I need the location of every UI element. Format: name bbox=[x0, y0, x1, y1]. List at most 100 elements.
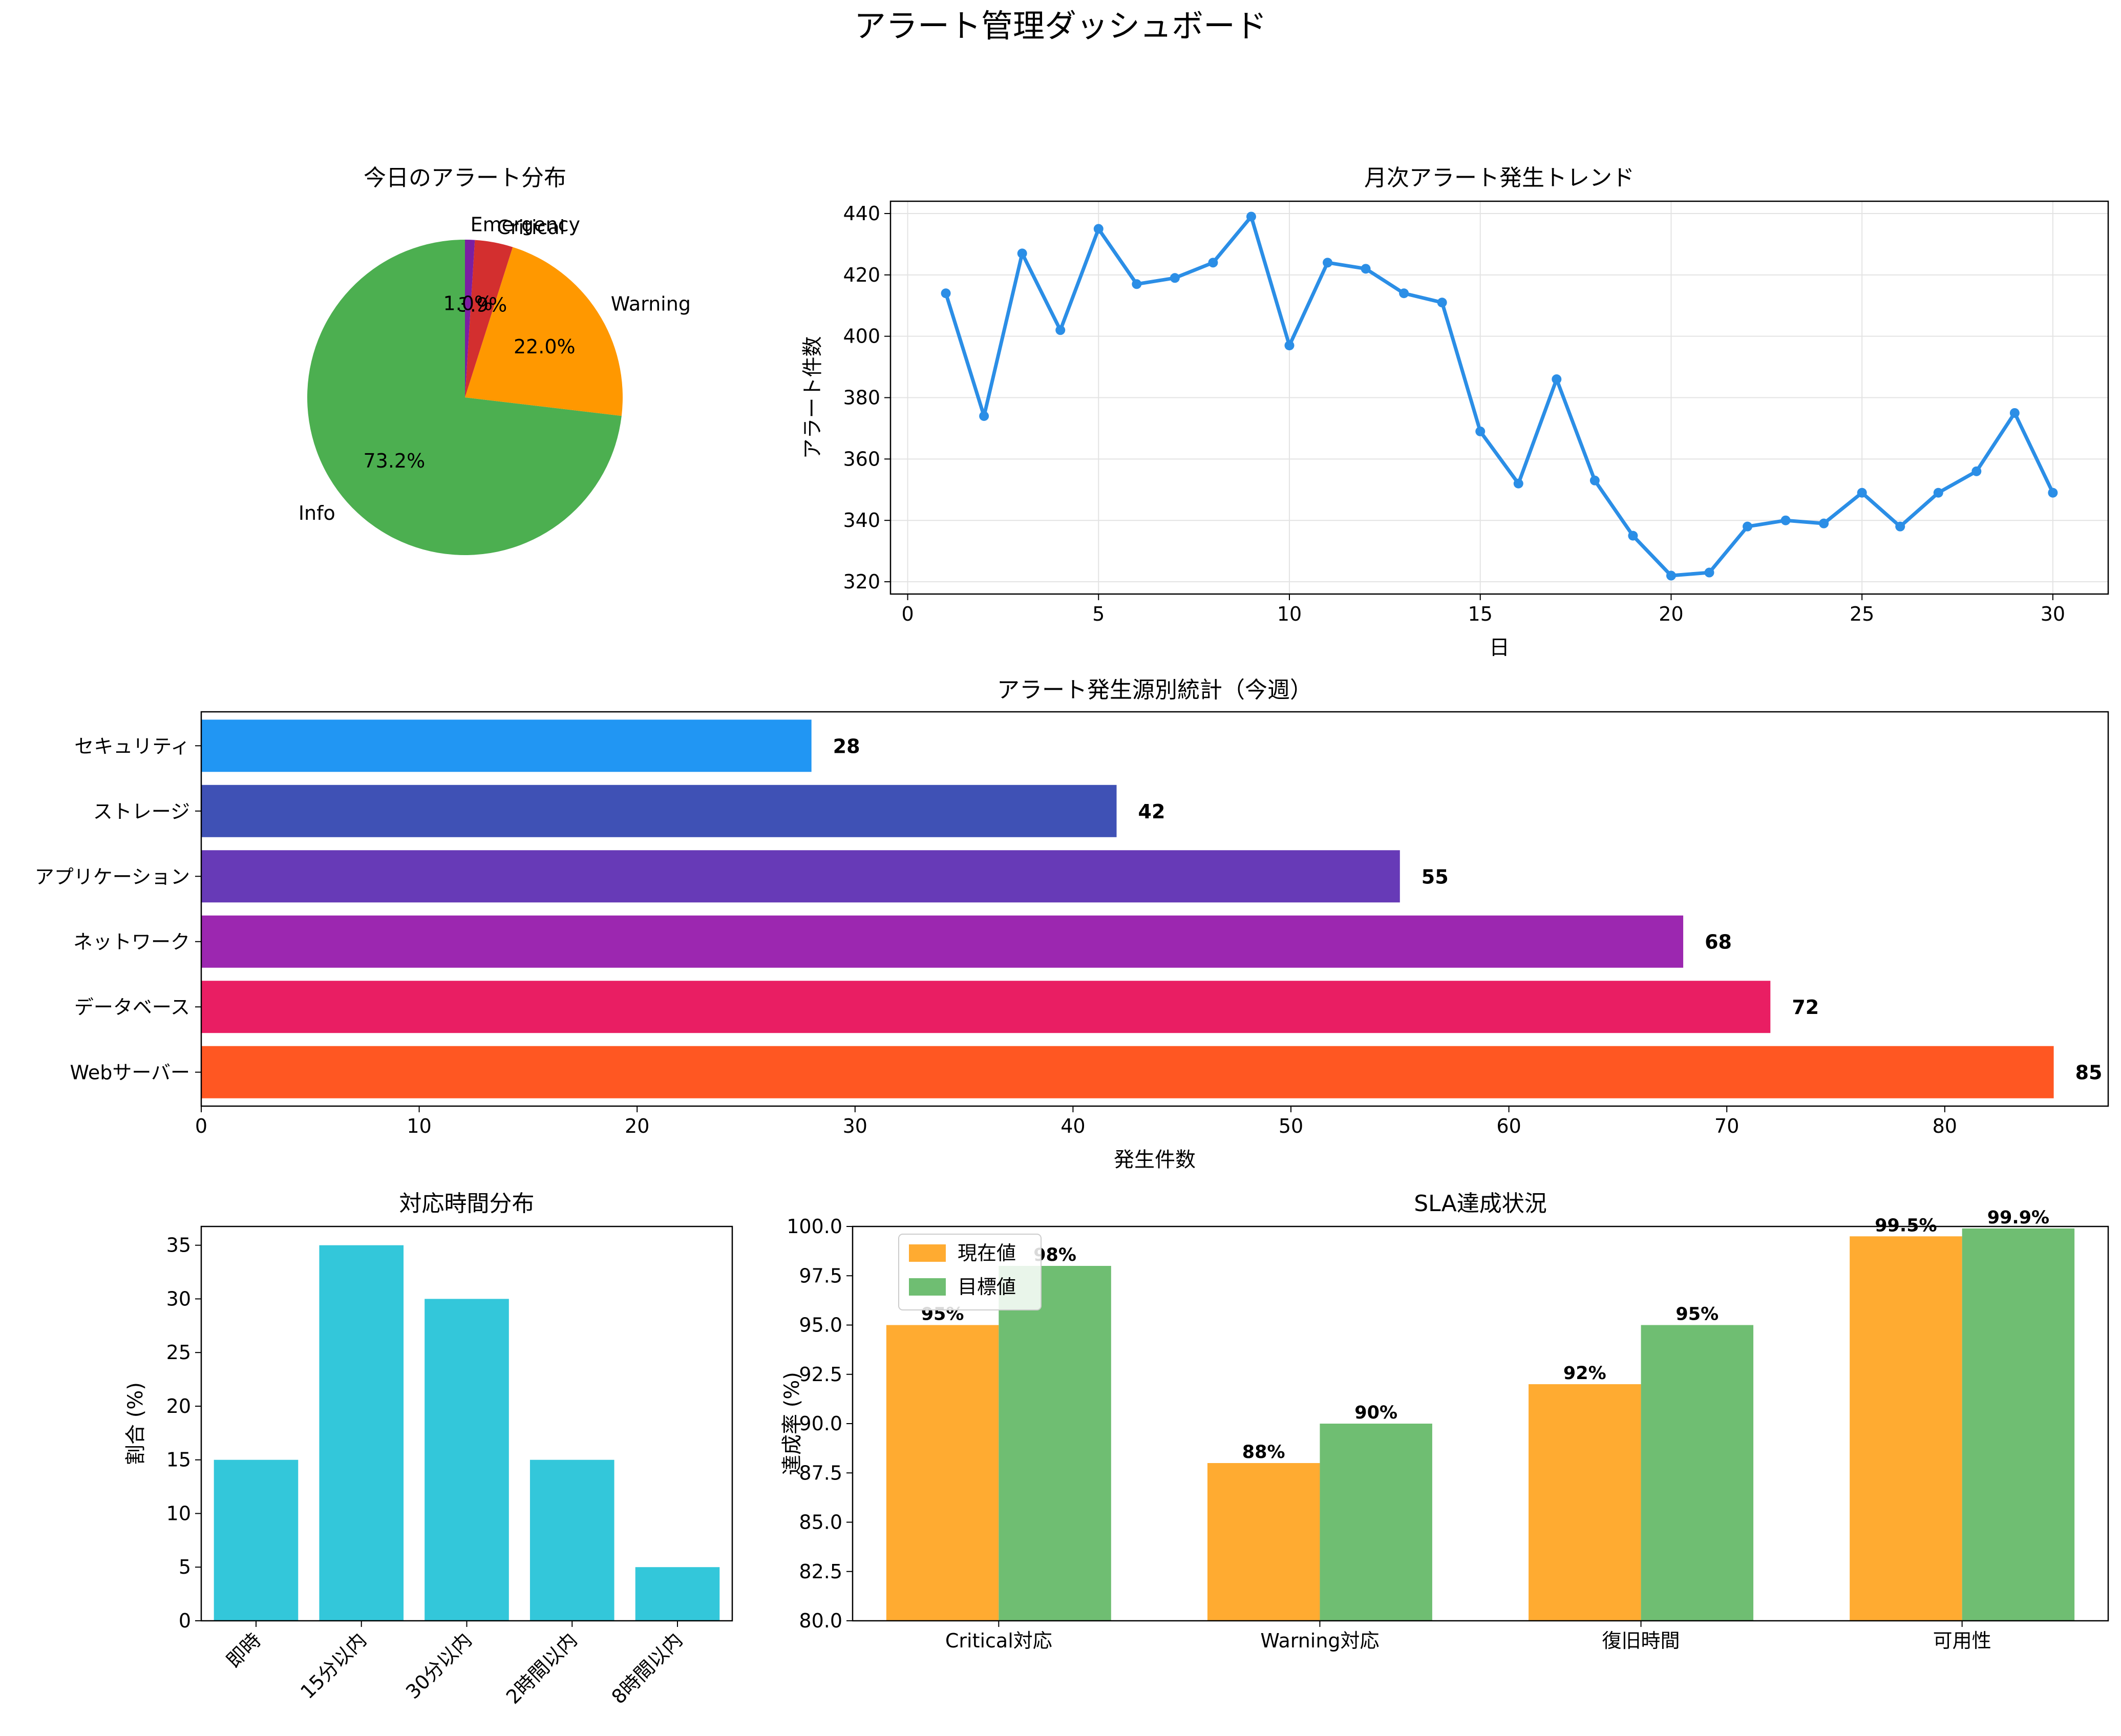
response-bar bbox=[319, 1245, 404, 1621]
sources-title: アラート発生源別統計（今週） bbox=[997, 677, 1312, 703]
sla-y-tick-label: 82.5 bbox=[799, 1560, 842, 1583]
response-bar bbox=[635, 1567, 720, 1621]
sla-category-label: 復旧時間 bbox=[1602, 1629, 1680, 1652]
pie-slice-info bbox=[307, 240, 622, 555]
source-bar-chart: アラート発生源別統計（今週） 85 Webサーバー 72 データベース 68 ネットワーク 5… bbox=[35, 677, 2109, 1172]
response-category-label: 15分以内 bbox=[296, 1628, 371, 1703]
trend-data-point bbox=[1246, 211, 1256, 222]
source-x-tick-label: 50 bbox=[1279, 1115, 1303, 1137]
sla-y-tick-label: 97.5 bbox=[799, 1264, 842, 1287]
pie-percent-info: 73.2% bbox=[364, 450, 426, 472]
trend-x-tick-label: 10 bbox=[1277, 603, 1302, 625]
trend-data-point bbox=[1055, 325, 1066, 335]
trend-data-point bbox=[1170, 273, 1180, 283]
source-x-tick-label: 40 bbox=[1060, 1115, 1085, 1137]
sla-bar-target bbox=[1320, 1424, 1432, 1621]
trend-data-point bbox=[1017, 248, 1027, 259]
trend-data-point bbox=[1857, 488, 1867, 498]
sources-axes-frame bbox=[200, 711, 2109, 1107]
sla-y-tick-label: 85.0 bbox=[799, 1511, 842, 1534]
pie-slice-emergency bbox=[465, 240, 475, 397]
sla-bar-value-label: 88% bbox=[1242, 1442, 1285, 1463]
sla-chart: SLA達成状況95%98%Critical対応88%90%Warning対応92… bbox=[780, 1191, 2109, 1652]
sla-bar-current bbox=[1850, 1236, 1962, 1621]
trend-data-point bbox=[1780, 515, 1791, 525]
trend-data-point bbox=[1093, 224, 1104, 234]
pie-label-warning: Warning bbox=[611, 292, 691, 315]
response-category-label: 即時 bbox=[222, 1628, 265, 1672]
trend-data-point bbox=[1437, 298, 1447, 308]
sla-category-label: 可用性 bbox=[1933, 1629, 1991, 1652]
source-x-tick-label: 70 bbox=[1714, 1115, 1739, 1137]
source-bar bbox=[201, 981, 1771, 1033]
trend-y-tick-label: 320 bbox=[843, 570, 880, 593]
sla-bar-target bbox=[1962, 1228, 2075, 1621]
source-bar bbox=[201, 1046, 2054, 1098]
trend-data-point bbox=[1743, 521, 1753, 532]
trend-x-tick-label: 25 bbox=[1850, 603, 1874, 625]
trend-data-point bbox=[1475, 426, 1486, 436]
response-axes-frame bbox=[200, 1225, 733, 1622]
source-bar-value-label: 68 bbox=[1705, 931, 1732, 954]
trend-x-tick-label: 30 bbox=[2041, 603, 2065, 625]
trend-y-axis-label: アラート件数 bbox=[801, 336, 824, 459]
trend-data-point bbox=[979, 411, 989, 421]
pie-percent-emergency: 1.0% bbox=[443, 292, 493, 314]
trend-data-point bbox=[1361, 264, 1371, 274]
trend-line-chart: 月次アラート発生トレンド 0 5 10 15 20 25 30 320 340 360 380 400 4… bbox=[801, 165, 2109, 660]
trend-y-tick-label: 360 bbox=[843, 448, 880, 470]
source-x-tick-label: 0 bbox=[195, 1115, 207, 1137]
trend-data-point bbox=[1971, 466, 1982, 476]
response-category-label: 2時間以内 bbox=[502, 1628, 582, 1708]
source-bar bbox=[201, 785, 1117, 837]
sla-bar-target bbox=[999, 1266, 1111, 1621]
trend-data-point bbox=[1895, 521, 1905, 532]
sla-legend-swatch-target bbox=[909, 1278, 946, 1296]
sla-y-tick-label: 87.5 bbox=[799, 1462, 842, 1484]
response-y-tick-label: 5 bbox=[179, 1556, 191, 1578]
sla-axes-frame bbox=[852, 1225, 2109, 1622]
trend-data-point bbox=[1666, 570, 1676, 581]
sla-bar-value-label: 99.5% bbox=[1875, 1215, 1937, 1236]
sla-legend-label: 目標値 bbox=[958, 1276, 1016, 1298]
pie-chart: 今日のアラート分布Info73.2%Warning22.0%Critical3.… bbox=[299, 165, 691, 555]
sla-bar-value-label: 95% bbox=[1675, 1304, 1719, 1325]
sources-x-axis-label: 発生件数 bbox=[1114, 1148, 1196, 1172]
trend-y-tick-label: 380 bbox=[843, 387, 880, 409]
source-bar bbox=[201, 719, 812, 772]
trend-x-tick-label: 5 bbox=[1092, 603, 1105, 625]
sla-bar-current bbox=[1207, 1463, 1320, 1621]
sla-bar-current bbox=[1529, 1384, 1641, 1621]
trend-x-tick-label: 15 bbox=[1468, 603, 1493, 625]
pie-slice-critical bbox=[465, 240, 513, 397]
trend-data-point bbox=[1933, 488, 1943, 498]
trend-data-point bbox=[1628, 531, 1638, 541]
response-y-tick-label: 30 bbox=[166, 1287, 191, 1310]
trend-y-tick-label: 400 bbox=[843, 325, 880, 348]
pie-percent-warning: 22.0% bbox=[514, 335, 576, 358]
response-bar bbox=[425, 1299, 509, 1621]
sla-legend-label: 現在値 bbox=[958, 1242, 1016, 1264]
response-y-axis-label: 割合 (%) bbox=[124, 1382, 147, 1465]
sla-bar-value-label: 92% bbox=[1563, 1363, 1606, 1384]
trend-data-point bbox=[1132, 279, 1142, 289]
source-category-label: Webサーバー bbox=[70, 1062, 190, 1084]
source-bar bbox=[201, 850, 1400, 903]
sla-y-tick-label: 92.5 bbox=[799, 1363, 842, 1386]
pie-label-emergency: Emergency bbox=[471, 213, 580, 236]
trend-data-point bbox=[2048, 488, 2058, 498]
sla-title: SLA達成状況 bbox=[1414, 1191, 1547, 1217]
pie-label-critical: Critical bbox=[497, 216, 565, 239]
response-y-tick-label: 35 bbox=[166, 1234, 191, 1257]
trend-data-point bbox=[1513, 478, 1523, 489]
source-category-label: アプリケーション bbox=[35, 865, 190, 888]
trend-data-point bbox=[1589, 475, 1600, 485]
trend-data-point bbox=[1704, 567, 1714, 578]
trend-data-point bbox=[2009, 408, 2020, 418]
dashboard-title: アラート管理ダッシュボード bbox=[854, 7, 1267, 45]
response-y-tick-label: 25 bbox=[166, 1341, 191, 1364]
sla-legend-swatch-current bbox=[909, 1244, 946, 1262]
sla-y-tick-label: 80.0 bbox=[799, 1610, 842, 1632]
